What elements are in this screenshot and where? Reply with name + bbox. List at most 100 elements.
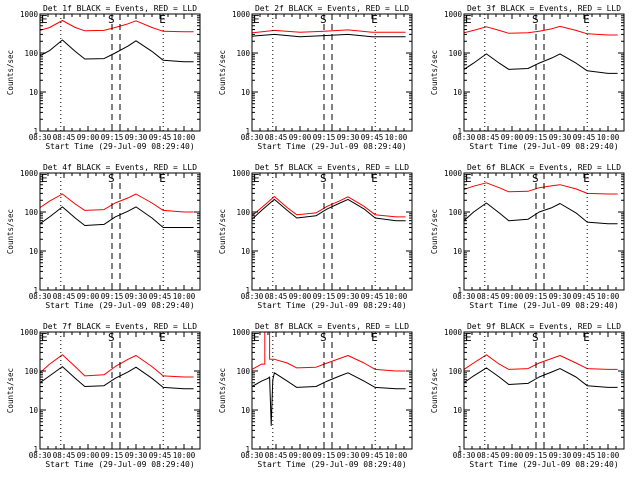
x-tick-label: 09:30 <box>337 133 360 142</box>
marker-label-s: S <box>108 172 115 185</box>
x-tick-label: 08:45 <box>53 292 76 301</box>
x-tick-label: 10:00 <box>173 292 196 301</box>
marker-label-s: S <box>532 172 539 185</box>
y-tick-label: 10 <box>453 88 463 97</box>
x-tick-label: 10:00 <box>173 451 196 460</box>
y-tick-label: 1000 <box>444 328 463 337</box>
x-tick-label: 08:30 <box>241 292 264 301</box>
marker-label-start: E <box>41 331 48 344</box>
y-tick-label: 1 <box>457 127 462 136</box>
y-tick-label: 1 <box>457 445 462 454</box>
y-tick-label: 10 <box>241 406 251 415</box>
x-tick-label: 09:30 <box>125 451 148 460</box>
y-tick-label: 100 <box>236 208 250 217</box>
series-line-events <box>464 202 618 225</box>
x-tick-label: 10:00 <box>597 292 620 301</box>
x-tick-label: 08:30 <box>29 451 52 460</box>
y-tick-label: 100 <box>448 49 462 58</box>
x-tick-label: 09:00 <box>501 133 524 142</box>
y-axis-label: Counts/sec <box>6 368 15 413</box>
panel-title: Det 7f BLACK = Events, RED = LLD <box>43 322 197 331</box>
y-tick-label: 10 <box>453 247 463 256</box>
x-axis-label: Start Time (29-Jul-09 08:29:40) <box>45 301 194 310</box>
marker-label-e: E <box>583 13 590 26</box>
x-tick-label: 09:30 <box>337 292 360 301</box>
marker-label-s: S <box>108 13 115 26</box>
y-tick-label: 1 <box>33 445 38 454</box>
marker-label-start: E <box>41 172 48 185</box>
marker-label-start: E <box>465 13 472 26</box>
y-tick-label: 100 <box>448 208 462 217</box>
x-tick-label: 09:45 <box>573 451 596 460</box>
x-axis-label: Start Time (29-Jul-09 08:29:40) <box>257 460 406 469</box>
panel-title: Det 8f BLACK = Events, RED = LLD <box>255 322 409 331</box>
series-line-events <box>464 367 618 388</box>
marker-label-s: S <box>320 172 327 185</box>
series-line-lld <box>464 25 618 36</box>
x-tick-label: 10:00 <box>385 451 408 460</box>
x-tick-label: 10:00 <box>385 292 408 301</box>
x-tick-label: 09:15 <box>101 292 124 301</box>
y-tick-label: 1000 <box>232 10 251 19</box>
x-tick-label: 09:00 <box>501 451 524 460</box>
x-tick-label: 09:30 <box>125 133 148 142</box>
x-tick-label: 09:45 <box>149 292 172 301</box>
panel-title: Det 3f BLACK = Events, RED = LLD <box>467 4 621 13</box>
x-tick-label: 09:15 <box>313 133 336 142</box>
x-axis-label: Start Time (29-Jul-09 08:29:40) <box>45 460 194 469</box>
x-tick-label: 09:00 <box>289 292 312 301</box>
x-tick-label: 09:15 <box>313 292 336 301</box>
y-tick-label: 1000 <box>20 169 39 178</box>
x-tick-label: 08:45 <box>265 133 288 142</box>
panel-title: Det 5f BLACK = Events, RED = LLD <box>255 163 409 172</box>
x-tick-label: 08:45 <box>477 451 500 460</box>
marker-label-s: S <box>320 331 327 344</box>
y-tick-label: 10 <box>29 406 39 415</box>
y-tick-label: 1000 <box>20 328 39 337</box>
y-tick-label: 1000 <box>20 10 39 19</box>
plot-frame <box>251 331 413 450</box>
y-tick-label: 100 <box>236 49 250 58</box>
series-line-events <box>252 372 406 426</box>
x-tick-label: 10:00 <box>597 451 620 460</box>
y-tick-label: 1000 <box>232 169 251 178</box>
series-line-lld <box>464 182 618 195</box>
y-tick-label: 1 <box>245 445 250 454</box>
x-tick-label: 08:45 <box>53 133 76 142</box>
x-tick-label: 08:45 <box>477 292 500 301</box>
x-tick-label: 09:45 <box>149 451 172 460</box>
marker-label-e: E <box>159 172 166 185</box>
series-line-lld <box>252 332 406 372</box>
x-tick-label: 09:30 <box>549 133 572 142</box>
series-line-events <box>252 198 406 222</box>
series-line-events <box>40 366 194 390</box>
y-tick-label: 1 <box>457 286 462 295</box>
plot-frame <box>39 331 201 450</box>
marker-label-s: S <box>532 331 539 344</box>
series-line-lld <box>40 20 194 33</box>
marker-label-start: E <box>253 331 260 344</box>
y-tick-label: 100 <box>236 367 250 376</box>
x-tick-label: 09:15 <box>525 451 548 460</box>
plot-frame <box>251 13 413 132</box>
y-tick-label: 10 <box>453 406 463 415</box>
y-axis-label: Counts/sec <box>218 209 227 254</box>
y-tick-label: 1 <box>33 286 38 295</box>
x-tick-label: 08:30 <box>453 292 476 301</box>
panel-title: Det 1f BLACK = Events, RED = LLD <box>43 4 197 13</box>
plot-frame <box>463 331 625 450</box>
y-tick-label: 1 <box>33 127 38 136</box>
marker-label-e: E <box>371 13 378 26</box>
panel-title: Det 2f BLACK = Events, RED = LLD <box>255 4 409 13</box>
panel-title: Det 6f BLACK = Events, RED = LLD <box>467 163 621 172</box>
y-axis-label: Counts/sec <box>218 50 227 95</box>
y-tick-label: 1000 <box>444 169 463 178</box>
y-tick-label: 10 <box>29 88 39 97</box>
y-axis-label: Counts/sec <box>430 209 439 254</box>
